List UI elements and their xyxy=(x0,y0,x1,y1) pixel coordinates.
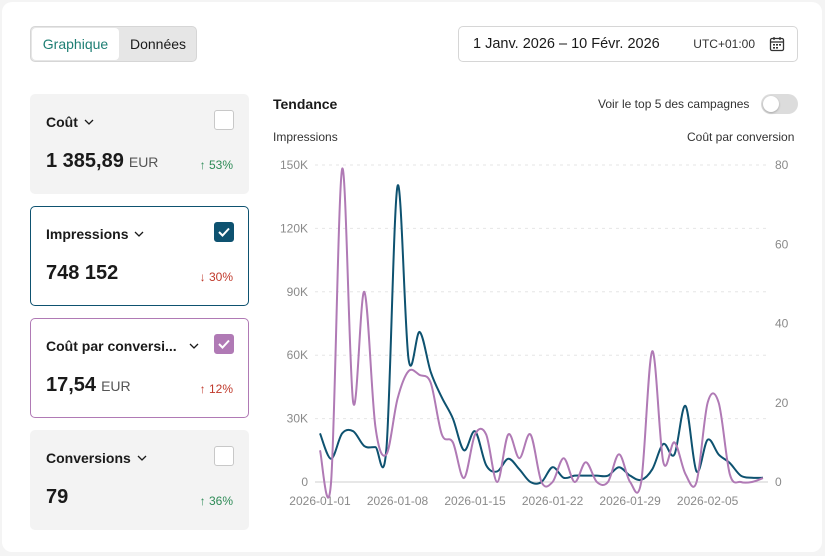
metric-value-number: 748 152 xyxy=(46,262,119,284)
metric-delta: ↑ 12% xyxy=(199,382,233,396)
metric-label[interactable]: Coût xyxy=(46,114,94,130)
left-tick-label: 30K xyxy=(287,412,308,426)
metric-value-number: 1 385,89 xyxy=(46,150,124,172)
metric-label[interactable]: Coût par conversi... xyxy=(46,338,199,354)
metric-label-text: Coût xyxy=(46,114,78,130)
metric-checkbox[interactable] xyxy=(214,110,234,130)
date-range-text: 1 Janv. 2026 – 10 Févr. 2026 xyxy=(473,36,660,52)
left-axis-title: Impressions xyxy=(273,130,338,144)
right-tick-label: 0 xyxy=(775,475,782,489)
metric-label-text: Impressions xyxy=(46,226,129,242)
metric-checkbox-checked[interactable] xyxy=(214,334,234,354)
x-tick-label: 2026-02-05 xyxy=(677,494,739,508)
top5-toggle-switch[interactable] xyxy=(761,94,798,114)
metric-checkbox[interactable] xyxy=(214,446,234,466)
metric-value: 17,54 EUR xyxy=(46,374,131,397)
metric-checkbox-checked[interactable] xyxy=(214,222,234,242)
metric-card-conversions[interactable]: Conversions 79 ↑ 36% xyxy=(30,430,249,530)
left-tick-label: 60K xyxy=(287,348,308,362)
top5-toggle-label: Voir le top 5 des campagnes xyxy=(598,97,750,111)
metric-delta: ↓ 30% xyxy=(199,270,233,284)
left-tick-label: 150K xyxy=(280,158,308,172)
trend-chart: 0 30K 60K 90K 120K 150K 0 20 40 60 80 2026-01-01 202… xyxy=(280,158,789,508)
series-line-impressions xyxy=(319,184,764,485)
metric-label[interactable]: Conversions xyxy=(46,450,147,466)
series-line-cost-per-conversion xyxy=(319,167,764,499)
chart-title: Tendance xyxy=(273,96,338,112)
metric-label-text: Coût par conversi... xyxy=(46,338,177,354)
right-tick-label: 20 xyxy=(775,396,789,410)
metric-value: 79 xyxy=(46,486,68,509)
chevron-down-icon xyxy=(84,119,94,125)
metric-value-number: 79 xyxy=(46,486,69,508)
metric-value: 1 385,89 EUR xyxy=(46,150,158,173)
chevron-down-icon xyxy=(135,231,144,237)
metric-value-number: 17,54 xyxy=(46,374,97,396)
check-icon xyxy=(218,227,230,237)
metric-card-cost[interactable]: Coût 1 385,89 EUR ↑ 53% xyxy=(30,94,249,194)
view-toggle: Graphique Données xyxy=(30,26,197,62)
x-tick-label: 2026-01-08 xyxy=(367,494,429,508)
metric-value: 748 152 xyxy=(46,262,118,285)
graph-view-button[interactable]: Graphique xyxy=(32,28,119,60)
metric-card-cost-per-conversion[interactable]: Coût par conversi... 17,54 EUR ↑ 12% xyxy=(30,318,249,418)
left-tick-label: 0 xyxy=(301,475,308,489)
date-range-picker[interactable]: 1 Janv. 2026 – 10 Févr. 2026 UTC+01:00 xyxy=(458,26,798,62)
metric-label[interactable]: Impressions xyxy=(46,226,144,242)
right-tick-label: 80 xyxy=(775,158,789,172)
right-axis-title: Coût par conversion xyxy=(687,130,795,144)
metric-unit: EUR xyxy=(128,154,159,170)
metric-card-impressions[interactable]: Impressions 748 152 ↓ 30% xyxy=(30,206,249,306)
data-view-button[interactable]: Données xyxy=(129,36,187,52)
metric-label-text: Conversions xyxy=(46,450,131,466)
check-icon xyxy=(218,339,230,349)
metric-delta: ↑ 53% xyxy=(199,158,233,172)
x-tick-label: 2026-01-15 xyxy=(444,494,506,508)
metric-unit: EUR xyxy=(101,378,131,394)
chevron-down-icon xyxy=(137,455,147,461)
toggle-knob xyxy=(763,96,779,112)
left-tick-label: 90K xyxy=(287,285,308,299)
right-tick-label: 60 xyxy=(775,237,789,251)
chevron-down-icon xyxy=(189,343,199,349)
metric-delta: ↑ 36% xyxy=(199,494,233,508)
x-tick-label: 2026-01-22 xyxy=(522,494,584,508)
right-tick-label: 40 xyxy=(775,317,789,331)
left-tick-label: 120K xyxy=(280,221,308,235)
x-tick-label: 2026-01-29 xyxy=(599,494,661,508)
timezone-label: UTC+01:00 xyxy=(693,37,755,51)
x-tick-label: 2026-01-01 xyxy=(289,494,351,508)
calendar-icon xyxy=(769,37,785,52)
